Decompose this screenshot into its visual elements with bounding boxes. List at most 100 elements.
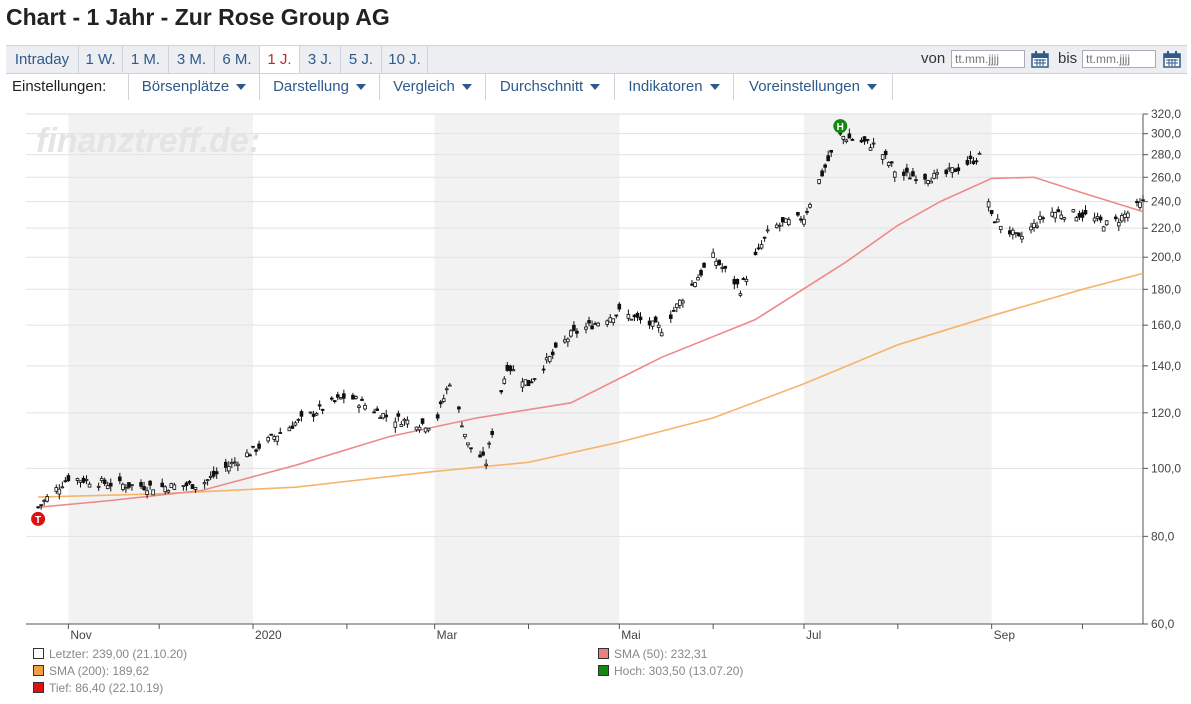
candle-body [481,451,485,456]
candle-body [1014,232,1018,234]
candle-body [139,482,143,487]
y-tick-label: 100,0 [1151,461,1181,475]
candle-body [478,454,482,458]
candle-body [923,173,927,180]
candle-body [547,356,552,363]
candle-body [553,342,558,348]
candle-body [550,351,555,356]
candle-body [774,224,779,229]
candle-body [575,330,579,334]
menu-voreinstellungen[interactable]: Voreinstellungen [733,74,893,100]
candle-body [405,419,410,425]
candle-body [1050,211,1054,217]
calendar-icon[interactable] [1163,51,1181,68]
candle-body [780,217,785,223]
candle-body [78,480,83,483]
candle-body [118,476,122,482]
menu-darstellung[interactable]: Darstellung [259,74,379,100]
candle-body [777,224,782,227]
candle-body [723,265,728,269]
candle-body [363,404,367,410]
tab-6m[interactable]: 6 M. [215,46,260,73]
candle-body [202,482,207,485]
to-date-input[interactable] [1082,50,1156,68]
candle-body [463,433,467,438]
candle-body [84,479,89,481]
candle-body [1011,229,1015,235]
candle-body [299,411,304,417]
candle-body [714,260,718,266]
calendar-icon[interactable] [1031,51,1049,68]
menu-indikatoren[interactable]: Indikatoren [614,74,733,100]
sma50-line [38,176,1144,509]
candle-body [647,320,652,326]
tab-1j[interactable]: 1 J. [260,46,300,73]
candle-body [81,477,86,483]
candle-body [375,408,379,411]
time-band [803,114,992,624]
candle-body [956,167,961,172]
candle-body [584,326,588,330]
candle-body [342,393,346,399]
candle-body [1101,226,1106,232]
price-chart: 320,0 300,0 280,0 260,0 240,0 220,0 200,0 180,0… [26,107,1181,642]
candle-body [1041,217,1045,220]
menu-boersenplaetze[interactable]: Börsenplätze [128,74,259,100]
tab-1w[interactable]: 1 W. [79,46,123,73]
candle-body [233,461,237,464]
candle-body [765,229,770,232]
candle-body [266,437,270,442]
candle-body [1020,236,1024,240]
from-label: von [921,50,946,67]
candle-body [1095,216,1100,219]
marker-label: T [35,515,41,526]
legend-text: Tief: 86,40 (22.10.19) [49,681,164,695]
menu-vergleich[interactable]: Vergleich [379,74,485,100]
candle-body [499,390,504,393]
candle-body [732,278,737,285]
y-tick-label: 160,0 [1151,318,1181,332]
candle-body [1080,212,1085,218]
to-label: bis [1058,50,1078,67]
candle-body [617,303,622,310]
x-tick-label: Mai [621,628,640,642]
tab-3m[interactable]: 3 M. [169,46,215,73]
candle-body [1126,212,1130,218]
candle-body [690,283,694,286]
candle-body [127,482,131,488]
candle-body [227,466,231,472]
candle-body [526,379,531,387]
candle-body [121,483,125,490]
candle-body [105,485,110,489]
candle-body [944,169,949,175]
tab-1m[interactable]: 1 M. [123,46,169,73]
candle-body [357,405,361,408]
candle-body [1077,213,1082,218]
x-tick-label: Jul [806,628,821,642]
tab-intraday[interactable]: Intraday [6,46,79,73]
candle-body [947,167,952,170]
candle-body [611,318,616,323]
candle-body [469,447,473,450]
tab-3j[interactable]: 3 J. [300,46,341,73]
candle-body [293,422,298,426]
menu-durchschnitt[interactable]: Durchschnitt [485,74,614,100]
candle-body [632,314,637,318]
tab-5j[interactable]: 5 J. [341,46,382,73]
candle-body [502,378,507,384]
candle-body [741,278,746,280]
candle-body [124,487,128,490]
tab-10j[interactable]: 10 J. [382,46,428,73]
candle-body [762,236,767,239]
y-tick-label: 280,0 [1151,148,1181,162]
from-date-input[interactable] [951,50,1025,68]
menu-label: Vergleich [393,78,455,95]
candle-body [381,413,385,419]
candle-body [257,443,261,449]
settings-bar: Einstellungen: Börsenplätze Darstellung … [6,74,1187,100]
marker-label: H [837,122,844,133]
candle-body [829,149,834,153]
candle-body [520,381,525,388]
x-tick-label: Mar [437,628,458,642]
candle-body [1104,220,1109,226]
